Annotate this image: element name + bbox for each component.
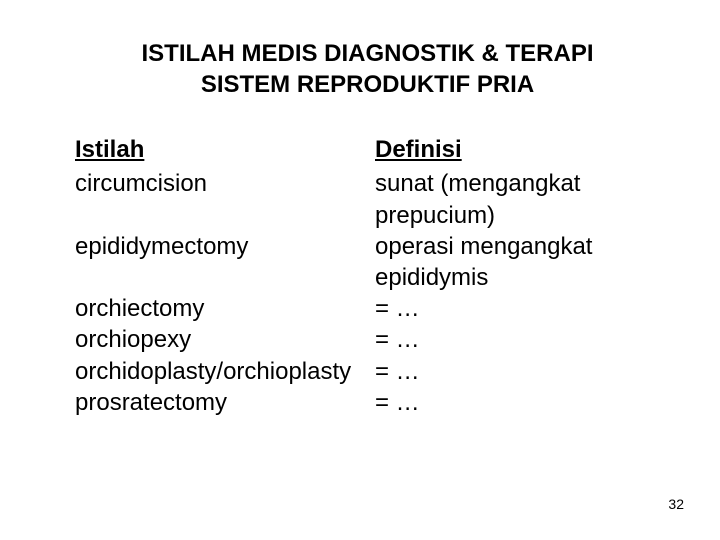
definition-cell: prepucium) — [375, 200, 660, 231]
header-definition: Definisi — [375, 136, 660, 164]
term-cell — [75, 262, 375, 293]
term-cell: prosratectomy — [75, 387, 375, 418]
definition-cell: epididymis — [375, 262, 660, 293]
definition-cell: = … — [375, 324, 660, 355]
term-cell: circumcision — [75, 168, 375, 199]
page-number: 32 — [668, 496, 684, 512]
definition-cell: = … — [375, 387, 660, 418]
title-line-2: SISTEM REPRODUKTIF PRIA — [75, 69, 660, 100]
header-term: Istilah — [75, 136, 375, 164]
definition-cell: = … — [375, 356, 660, 387]
definition-cell: operasi mengangkat — [375, 231, 660, 262]
term-cell: orchiectomy — [75, 293, 375, 324]
column-term: Istilah circumcision epididymectomy orch… — [75, 136, 375, 418]
term-cell — [75, 200, 375, 231]
term-cell: orchidoplasty/orchioplasty — [75, 356, 375, 387]
slide-title: ISTILAH MEDIS DIAGNOSTIK & TERAPI SISTEM… — [75, 38, 660, 100]
term-cell: orchiopexy — [75, 324, 375, 355]
terms-table: Istilah circumcision epididymectomy orch… — [75, 136, 660, 418]
definition-cell: = … — [375, 293, 660, 324]
column-definition: Definisi sunat (mengangkat prepucium) op… — [375, 136, 660, 418]
definition-cell: sunat (mengangkat — [375, 168, 660, 199]
term-cell: epididymectomy — [75, 231, 375, 262]
title-line-1: ISTILAH MEDIS DIAGNOSTIK & TERAPI — [75, 38, 660, 69]
